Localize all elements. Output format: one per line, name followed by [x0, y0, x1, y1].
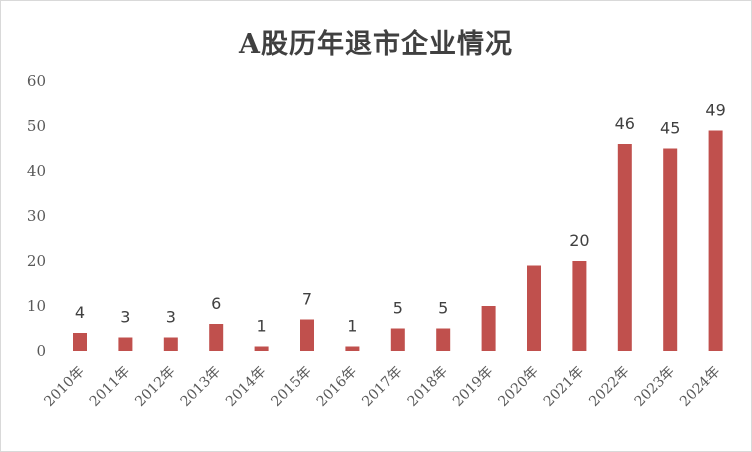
data-label: 4	[75, 303, 85, 322]
bar	[572, 261, 587, 351]
bar	[345, 346, 360, 351]
y-tick-label: 50	[27, 117, 46, 135]
data-label: 45	[660, 119, 680, 138]
chart-title: A股历年退市企业情况	[239, 29, 513, 60]
x-tick-label: 2017年	[359, 364, 405, 410]
bar	[209, 324, 224, 351]
x-tick-label: 2016年	[314, 364, 360, 410]
data-label: 7	[302, 290, 312, 309]
x-tick-label: 2022年	[586, 364, 632, 410]
x-axis: 2010年2011年2012年2013年2014年2015年2016年2017年…	[41, 364, 723, 410]
x-tick-label: 2014年	[223, 364, 269, 410]
data-label: 49	[705, 101, 725, 120]
bar	[118, 337, 133, 351]
x-tick-label: 2015年	[268, 364, 314, 410]
bar	[254, 346, 269, 351]
x-tick-label: 2019年	[450, 364, 496, 410]
x-tick-label: 2020年	[495, 364, 541, 410]
data-label: 20	[569, 231, 589, 250]
y-tick-label: 60	[27, 72, 46, 90]
bars	[73, 130, 723, 351]
data-label: 5	[393, 299, 403, 318]
bar	[617, 144, 632, 351]
bar	[300, 319, 314, 351]
data-label: 1	[347, 317, 357, 336]
y-tick-label: 30	[27, 207, 46, 225]
data-label: 3	[120, 308, 130, 327]
x-tick-label: 2010年	[41, 364, 87, 410]
data-label: 1	[257, 317, 267, 336]
y-tick-label: 40	[27, 162, 46, 180]
data-label: 6	[211, 294, 221, 313]
bar	[481, 306, 496, 351]
y-tick-label: 0	[36, 342, 46, 360]
bar	[390, 328, 405, 351]
x-tick-label: 2023年	[632, 364, 678, 410]
data-label: 46	[615, 114, 635, 133]
x-tick-label: 2012年	[132, 364, 178, 410]
y-tick-label: 20	[27, 252, 46, 270]
x-tick-label: 2018年	[405, 364, 451, 410]
y-axis: 0 10 20 30 40 50 60	[27, 72, 46, 360]
bar	[436, 328, 451, 351]
x-tick-label: 2021年	[541, 364, 587, 410]
x-tick-label: 2024年	[677, 364, 723, 410]
data-label: 5	[438, 299, 448, 318]
data-label: 3	[166, 308, 176, 327]
y-tick-label: 10	[27, 297, 46, 315]
bar	[163, 337, 178, 351]
data-labels: 4 3 3 6 1 7 1 5 5 20 46 45 49	[75, 101, 726, 336]
x-tick-label: 2011年	[87, 364, 133, 410]
x-tick-label: 2013年	[178, 364, 224, 410]
bar	[73, 333, 87, 351]
bar	[708, 130, 723, 351]
bar	[527, 265, 541, 351]
bar	[663, 148, 678, 351]
